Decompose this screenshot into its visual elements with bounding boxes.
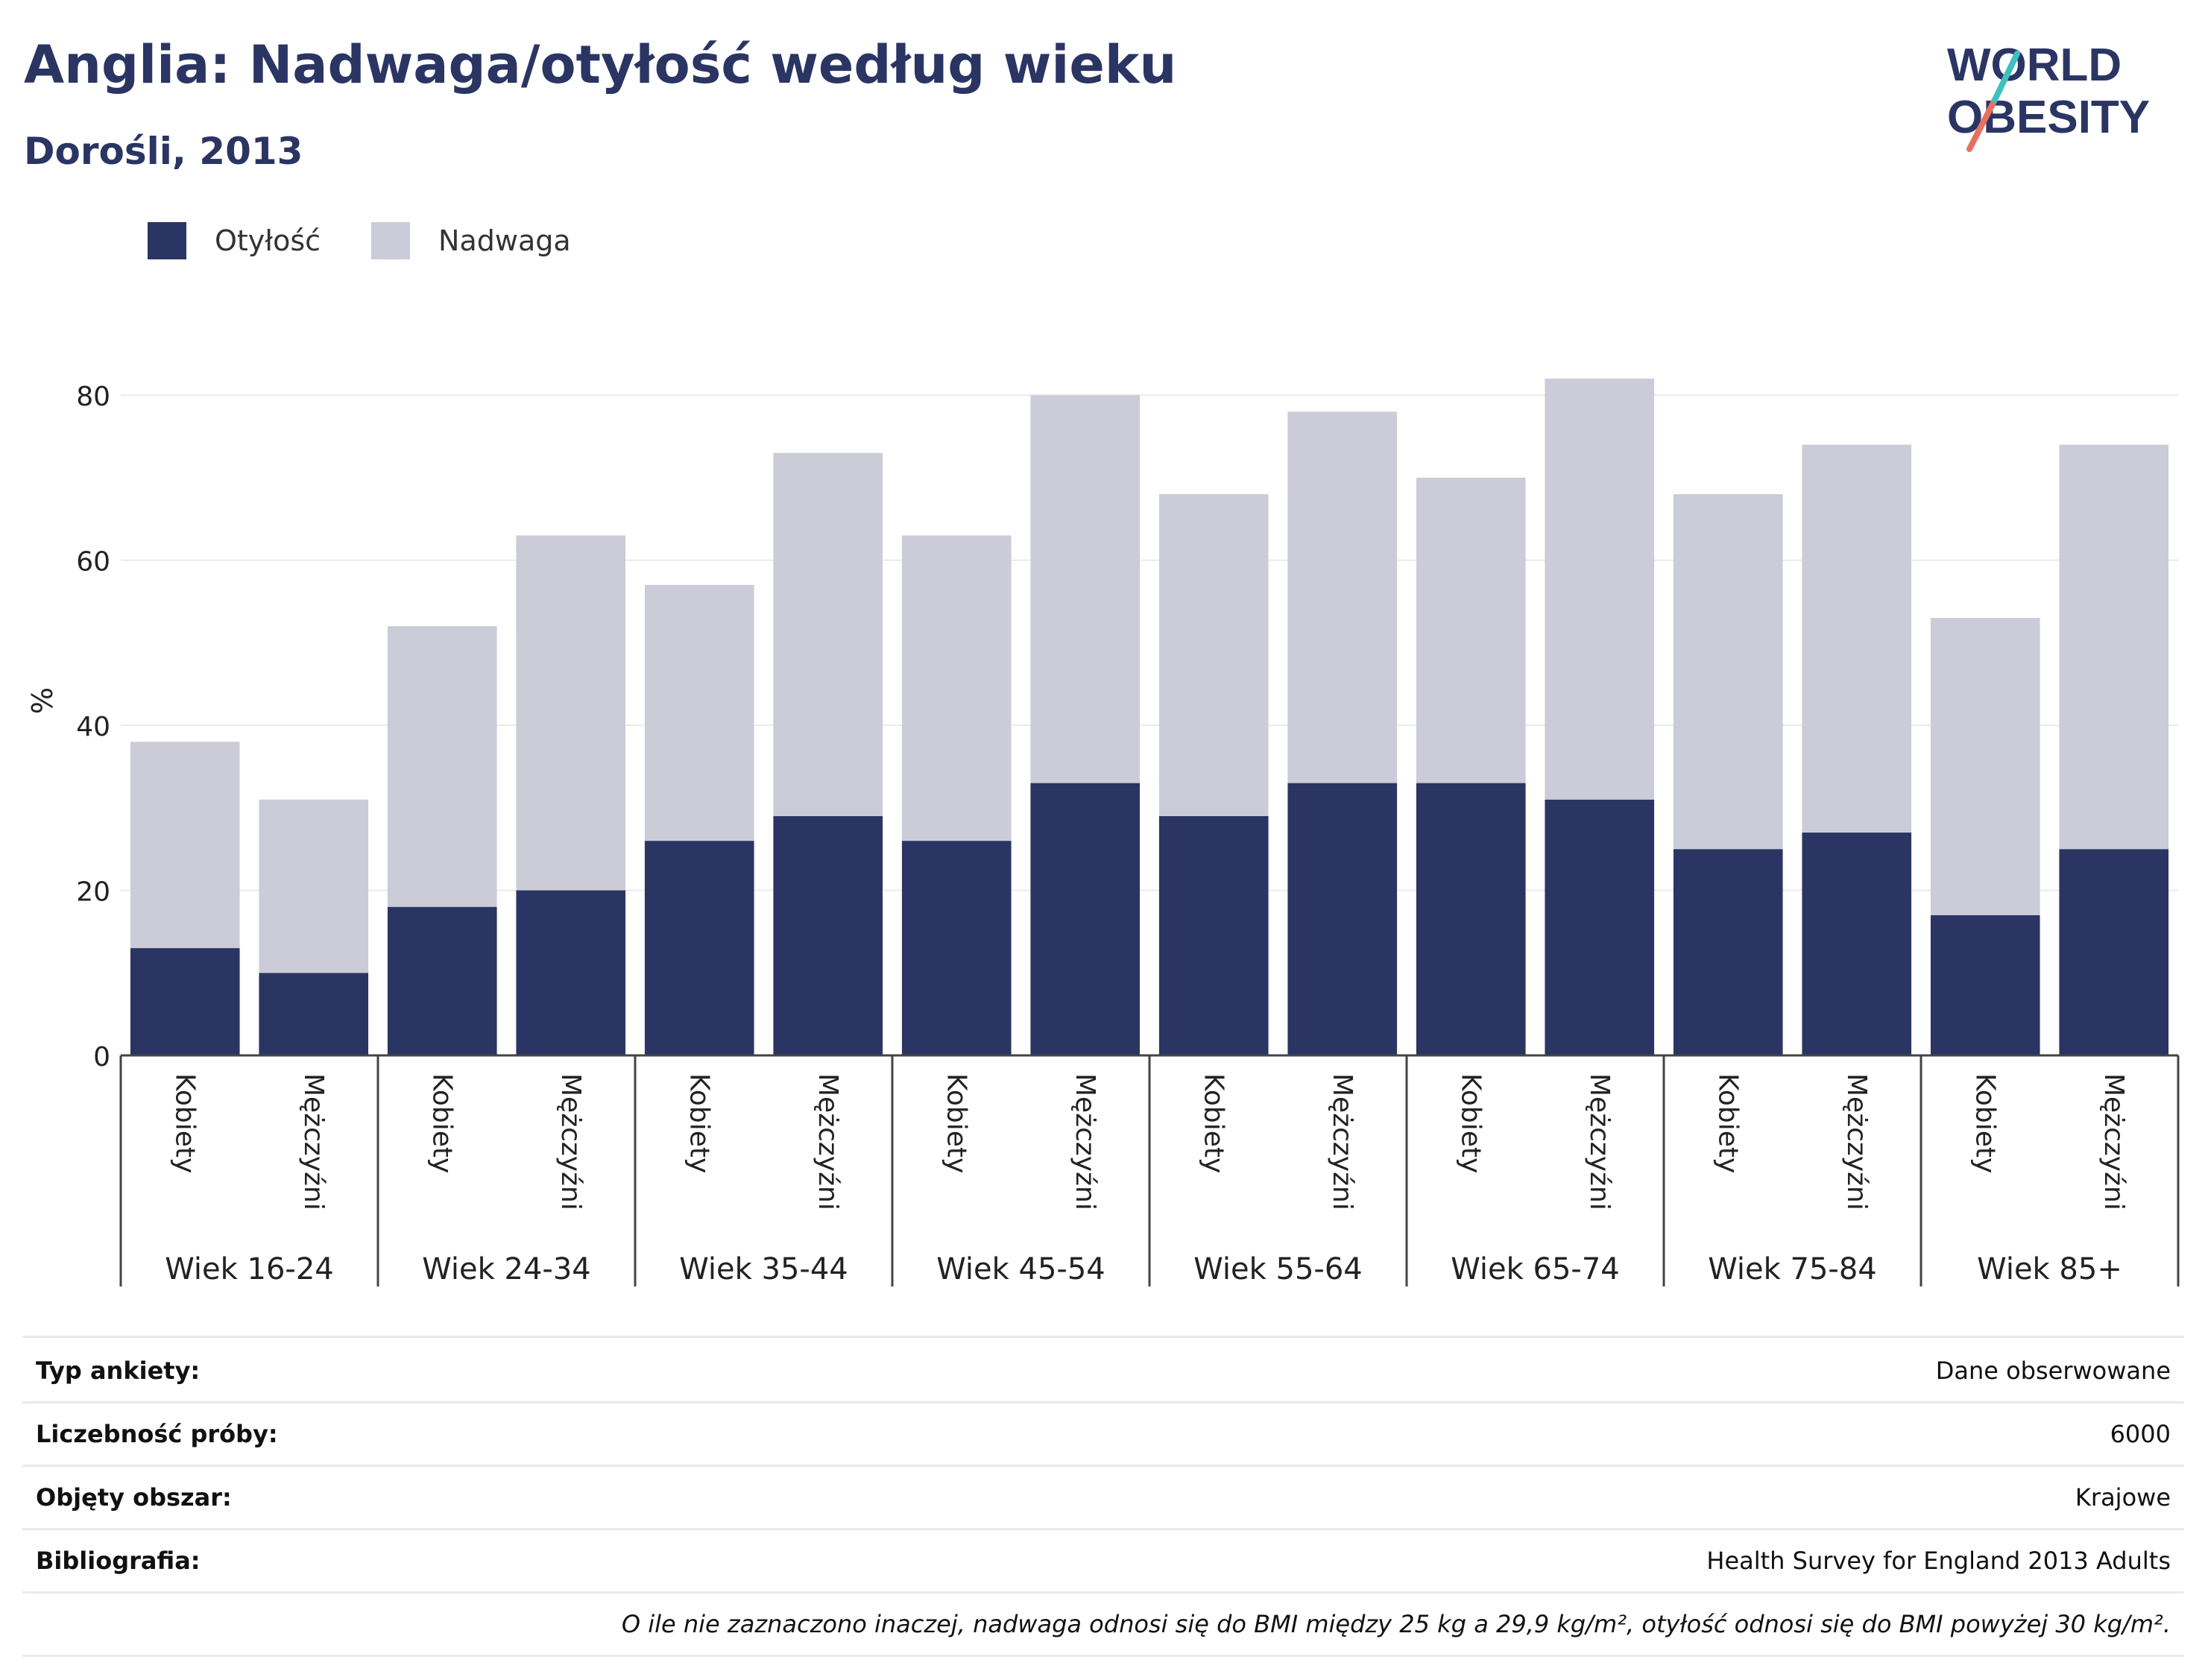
x-tick-label-sex: Mężczyźni <box>1070 1073 1100 1210</box>
x-tick-label-sex: Kobiety <box>1969 1073 2000 1173</box>
info-top-divider <box>22 1336 2184 1338</box>
bar-otylosc <box>644 841 754 1055</box>
bar-otylosc <box>516 890 626 1055</box>
bar-nadwaga <box>2059 444 2169 850</box>
x-tick-label-sex: Mężczyźni <box>2098 1073 2129 1210</box>
info-key: Objęty obszar: <box>36 1483 232 1512</box>
x-group-label: Wiek 35-44 <box>679 1252 848 1286</box>
bar-otylosc <box>259 973 369 1055</box>
legend-swatch-nadwaga <box>371 222 411 259</box>
world-obesity-logo: WORLD OBESITY <box>1947 40 2150 152</box>
y-tick-label: 80 <box>76 382 110 412</box>
info-row-sample-size: Liczebność próby: 6000 <box>22 1403 2184 1467</box>
x-group-label: Wiek 65-74 <box>1451 1252 1620 1286</box>
bar-otylosc <box>1287 783 1398 1055</box>
legend-label-nadwaga: Nadwaga <box>438 224 571 257</box>
bar-otylosc <box>1673 849 1783 1055</box>
bar-otylosc <box>1802 833 1912 1055</box>
info-table: Typ ankiety: Dane obserwowane Liczebność… <box>22 1340 2184 1657</box>
bar-nadwaga <box>1158 494 1269 816</box>
stacked-bar-chart: 0 20 40 60 80% Kobiety Mężczyźni Kobiety Mężczyź… <box>26 379 2180 1286</box>
bar-nadwaga <box>130 742 240 949</box>
bar-otylosc <box>773 815 883 1055</box>
y-tick-label: 0 <box>93 1042 110 1073</box>
legend-item-nadwaga[interactable]: Nadwaga <box>371 222 571 259</box>
info-value: Krajowe <box>2075 1483 2171 1512</box>
info-value: Health Survey for England 2013 Adults <box>1706 1547 2171 1575</box>
bar-otylosc <box>130 948 240 1055</box>
bar-nadwaga <box>387 626 497 907</box>
logo-slash-red <box>1966 97 1998 152</box>
bar-nadwaga <box>1930 618 2040 915</box>
bar-otylosc <box>1158 815 1269 1055</box>
x-group-label: Wiek 16-24 <box>165 1252 334 1286</box>
bar-otylosc <box>1416 783 1526 1055</box>
bar-nadwaga <box>901 535 1012 841</box>
definition-note: O ile nie zaznaczono inaczej, nadwaga od… <box>22 1594 2184 1657</box>
x-tick-label-sex: Mężczyźni <box>1327 1073 1357 1210</box>
bar-nadwaga <box>1416 477 1526 783</box>
bar-otylosc <box>1545 799 1655 1055</box>
bar-nadwaga <box>773 452 883 816</box>
y-axis-label: % <box>26 687 59 714</box>
x-group-label: Wiek 75-84 <box>1708 1252 1877 1286</box>
x-tick-label-sex: Kobiety <box>684 1073 714 1173</box>
bar-otylosc <box>2059 849 2169 1055</box>
bar-otylosc <box>387 906 497 1055</box>
info-row-survey-type: Typ ankiety: Dane obserwowane <box>22 1340 2184 1403</box>
x-tick-label-sex: Mężczyźni <box>1841 1073 1872 1210</box>
legend-label-otylosc: Otyłość <box>215 224 321 257</box>
legend-swatch-otylosc <box>148 222 186 259</box>
x-tick-label-sex: Mężczyźni <box>555 1073 586 1210</box>
bar-otylosc <box>901 841 1012 1055</box>
x-tick-label-sex: Kobiety <box>1712 1073 1743 1173</box>
info-key: Liczebność próby: <box>36 1420 278 1448</box>
x-tick-label-sex: Mężczyźni <box>1584 1073 1615 1210</box>
bar-nadwaga <box>1673 494 1783 850</box>
bar-nadwaga <box>1545 379 1655 800</box>
bar-otylosc <box>1930 915 2040 1055</box>
legend: Otyłość Nadwaga <box>148 222 622 259</box>
legend-item-otylosc[interactable]: Otyłość <box>148 222 321 259</box>
x-group-label: Wiek 85+ <box>1977 1252 2122 1286</box>
logo-line1: WORLD <box>1947 40 2122 91</box>
x-tick-label-sex: Mężczyźni <box>298 1073 329 1210</box>
y-tick-label: 60 <box>76 547 110 578</box>
x-tick-label-sex: Kobiety <box>1455 1073 1486 1173</box>
info-value: Dane obserwowane <box>1935 1357 2171 1385</box>
y-tick-label: 40 <box>76 712 110 742</box>
x-tick-label-sex: Kobiety <box>941 1073 971 1173</box>
chart-title: Anglia: Nadwaga/otyłość według wieku <box>24 34 1177 95</box>
x-tick-label-sex: Kobiety <box>169 1073 200 1173</box>
x-group-label: Wiek 24-34 <box>422 1252 591 1286</box>
info-key: Typ ankiety: <box>36 1357 201 1385</box>
bar-nadwaga <box>1802 444 1912 833</box>
chart-subtitle: Dorośli, 2013 <box>24 130 303 173</box>
y-tick-label: 20 <box>76 877 110 908</box>
x-tick-label-sex: Kobiety <box>1198 1073 1228 1173</box>
info-row-bibliography: Bibliografia: Health Survey for England … <box>22 1530 2184 1594</box>
bar-nadwaga <box>1030 395 1141 783</box>
logo-slash-teal <box>1992 51 2020 103</box>
info-key: Bibliografia: <box>36 1547 201 1575</box>
bar-nadwaga <box>516 535 626 891</box>
bar-nadwaga <box>1287 411 1398 783</box>
info-value: 6000 <box>2110 1420 2171 1448</box>
x-tick-label-sex: Kobiety <box>426 1073 457 1173</box>
x-group-label: Wiek 45-54 <box>936 1252 1105 1286</box>
bar-otylosc <box>1030 783 1141 1055</box>
bar-nadwaga <box>259 799 369 973</box>
x-group-label: Wiek 55-64 <box>1193 1252 1363 1286</box>
info-row-area: Objęty obszar: Krajowe <box>22 1467 2184 1530</box>
logo-line2: OBESITY <box>1947 92 2150 143</box>
bar-nadwaga <box>644 584 754 841</box>
x-tick-label-sex: Mężczyźni <box>813 1073 843 1210</box>
